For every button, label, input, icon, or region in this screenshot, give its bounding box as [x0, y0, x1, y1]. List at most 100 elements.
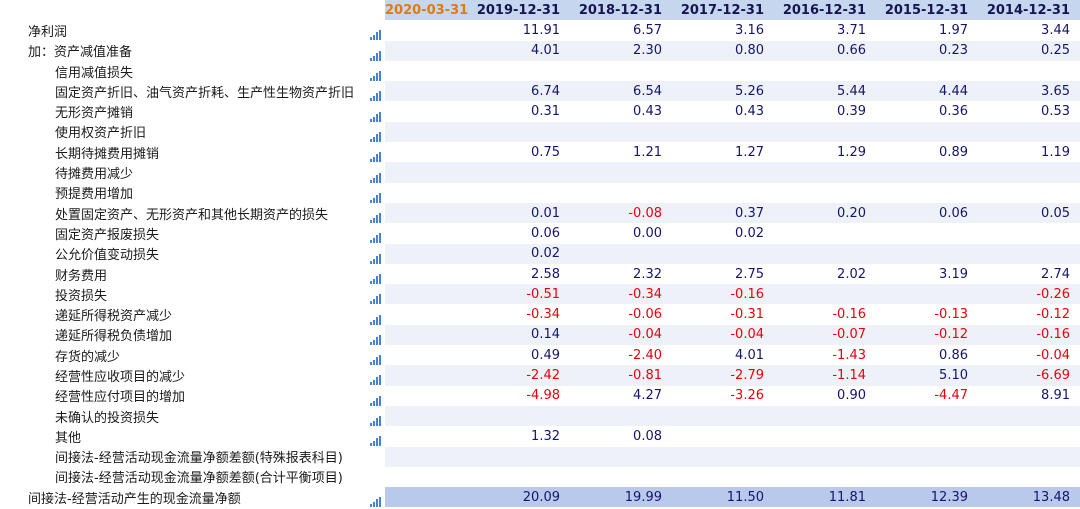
- value-cell: 2.75: [735, 266, 764, 282]
- value-cell: [978, 121, 1080, 143]
- table-row: 经营性应收项目的减少 -2.42 -0.81 -2.79 -1.14 5.10 -6.69: [0, 365, 1080, 386]
- bar-chart-icon[interactable]: [370, 249, 381, 264]
- bar-chart-icon[interactable]: [370, 25, 381, 41]
- value-cell: 11.50: [672, 487, 774, 508]
- value-cell: 1.97: [939, 22, 968, 38]
- table-row: 其他 1.32 0.08: [0, 426, 1080, 447]
- bar-chart-icon[interactable]: [370, 208, 381, 224]
- row-label: 存货的减少: [55, 349, 121, 365]
- value-cell: [774, 223, 876, 243]
- row-label: 固定资产折旧、油气资产折耗、生产性生物资产折旧: [55, 85, 355, 101]
- bar-chart-icon[interactable]: [370, 431, 381, 447]
- row-icon-cell: [363, 487, 385, 508]
- value-cell: 0.39: [837, 104, 866, 120]
- row-label: 无形资产摊销: [55, 106, 134, 122]
- table-row: 加：资产减值准备 4.01 2.30 0.80 0.66 0.23 0.25: [0, 40, 1080, 61]
- value-cell: [978, 467, 1080, 487]
- header-date-6[interactable]: 2014-12-31: [978, 0, 1080, 21]
- bar-chart-icon[interactable]: [370, 310, 381, 325]
- value-cell: 12.39: [876, 487, 978, 508]
- bar-chart-icon[interactable]: [370, 228, 381, 244]
- value-cell: [385, 121, 468, 143]
- bar-chart-icon[interactable]: [370, 350, 381, 366]
- value-cell: 0.53: [1041, 104, 1070, 120]
- header-date-0[interactable]: 2020-03-31: [385, 0, 468, 21]
- row-icon-cell: [363, 81, 385, 102]
- value-cell: -0.81: [570, 365, 672, 386]
- value-cell: -6.69: [978, 365, 1080, 386]
- bar-chart-icon[interactable]: [370, 411, 381, 427]
- bar-chart-icon[interactable]: [370, 289, 381, 305]
- header-date-5[interactable]: 2015-12-31: [876, 0, 978, 21]
- row-icon-cell: [363, 122, 385, 142]
- value-cell: -0.07: [774, 324, 876, 346]
- bar-chart-icon[interactable]: [370, 107, 381, 122]
- value-cell: 0.43: [735, 104, 764, 120]
- header-date-1[interactable]: 2019-12-31: [468, 0, 570, 21]
- value-cell: [774, 162, 876, 183]
- value-cell: [468, 467, 570, 487]
- row-label: 净利润: [28, 24, 68, 40]
- table-row: 使用权资产折旧: [0, 121, 1080, 143]
- value-cell: [385, 183, 468, 203]
- bar-chart-icon[interactable]: [370, 46, 381, 61]
- bar-chart-icon[interactable]: [370, 127, 381, 142]
- value-cell: -0.26: [978, 284, 1080, 305]
- value-cell: [570, 405, 672, 427]
- row-icon-cell: [363, 304, 385, 325]
- value-cell: 6.74: [468, 81, 570, 102]
- row-label: 间接法-经营活动现金流量净额差额(合计平衡项目): [55, 471, 343, 487]
- header-label-cell: [0, 0, 363, 21]
- value-cell: [385, 365, 468, 386]
- row-icon-cell: [363, 467, 385, 487]
- header-date-3[interactable]: 2017-12-31: [672, 0, 774, 21]
- value-cell: [876, 446, 978, 467]
- value-cell: [876, 284, 978, 305]
- value-cell: [876, 121, 978, 143]
- value-cell: 5.10: [876, 365, 978, 386]
- bar-chart-icon[interactable]: [370, 391, 381, 406]
- table-row: 净利润 11.91 6.57 3.16 3.71 1.97 3.44: [0, 20, 1080, 41]
- value-cell: [385, 405, 468, 427]
- bar-chart-icon[interactable]: [370, 147, 381, 163]
- value-cell: -3.26: [730, 388, 764, 404]
- value-cell: 0.06: [531, 225, 560, 241]
- value-cell: 0.05: [978, 202, 1080, 224]
- value-cell: -0.08: [570, 202, 672, 224]
- value-cell: 0.08: [633, 428, 662, 444]
- bar-chart-icon[interactable]: [370, 66, 381, 82]
- value-cell: -2.40: [628, 347, 662, 363]
- bar-chart-icon[interactable]: [370, 330, 381, 345]
- bar-chart-icon[interactable]: [370, 492, 381, 508]
- value-cell: [385, 487, 468, 508]
- row-icon-cell: [363, 203, 385, 224]
- value-cell: [774, 405, 876, 427]
- header-date-2[interactable]: 2018-12-31: [570, 0, 672, 21]
- value-cell: 3.44: [1041, 22, 1070, 38]
- value-cell: 2.58: [531, 266, 560, 282]
- value-cell: [468, 61, 570, 81]
- value-cell: [385, 81, 468, 102]
- value-cell: [978, 162, 1080, 183]
- value-cell: -0.12: [876, 324, 978, 346]
- row-icon-cell: [363, 183, 385, 203]
- value-cell: 2.32: [633, 266, 662, 282]
- bar-chart-icon[interactable]: [370, 168, 381, 183]
- value-cell: 5.26: [672, 81, 774, 102]
- table-row: 长期待摊费用摊销 0.75 1.21 1.27 1.29 0.89 1.19: [0, 142, 1080, 163]
- value-cell: [385, 264, 468, 284]
- bar-chart-icon[interactable]: [370, 370, 381, 386]
- row-icon-cell: [363, 365, 385, 386]
- bar-chart-icon[interactable]: [370, 269, 381, 284]
- header-date-4[interactable]: 2016-12-31: [774, 0, 876, 21]
- value-cell: [876, 61, 978, 81]
- bar-chart-icon[interactable]: [370, 86, 381, 102]
- value-cell: 0.75: [531, 144, 560, 160]
- row-label: 间接法-经营活动现金流量净额差额(特殊报表科目): [55, 451, 343, 467]
- table-row: 投资损失 -0.51 -0.34 -0.16 -0.26: [0, 284, 1080, 305]
- bar-chart-icon[interactable]: [370, 188, 381, 203]
- value-cell: 1.19: [1041, 144, 1070, 160]
- value-cell: [876, 426, 978, 446]
- value-cell: [672, 467, 774, 487]
